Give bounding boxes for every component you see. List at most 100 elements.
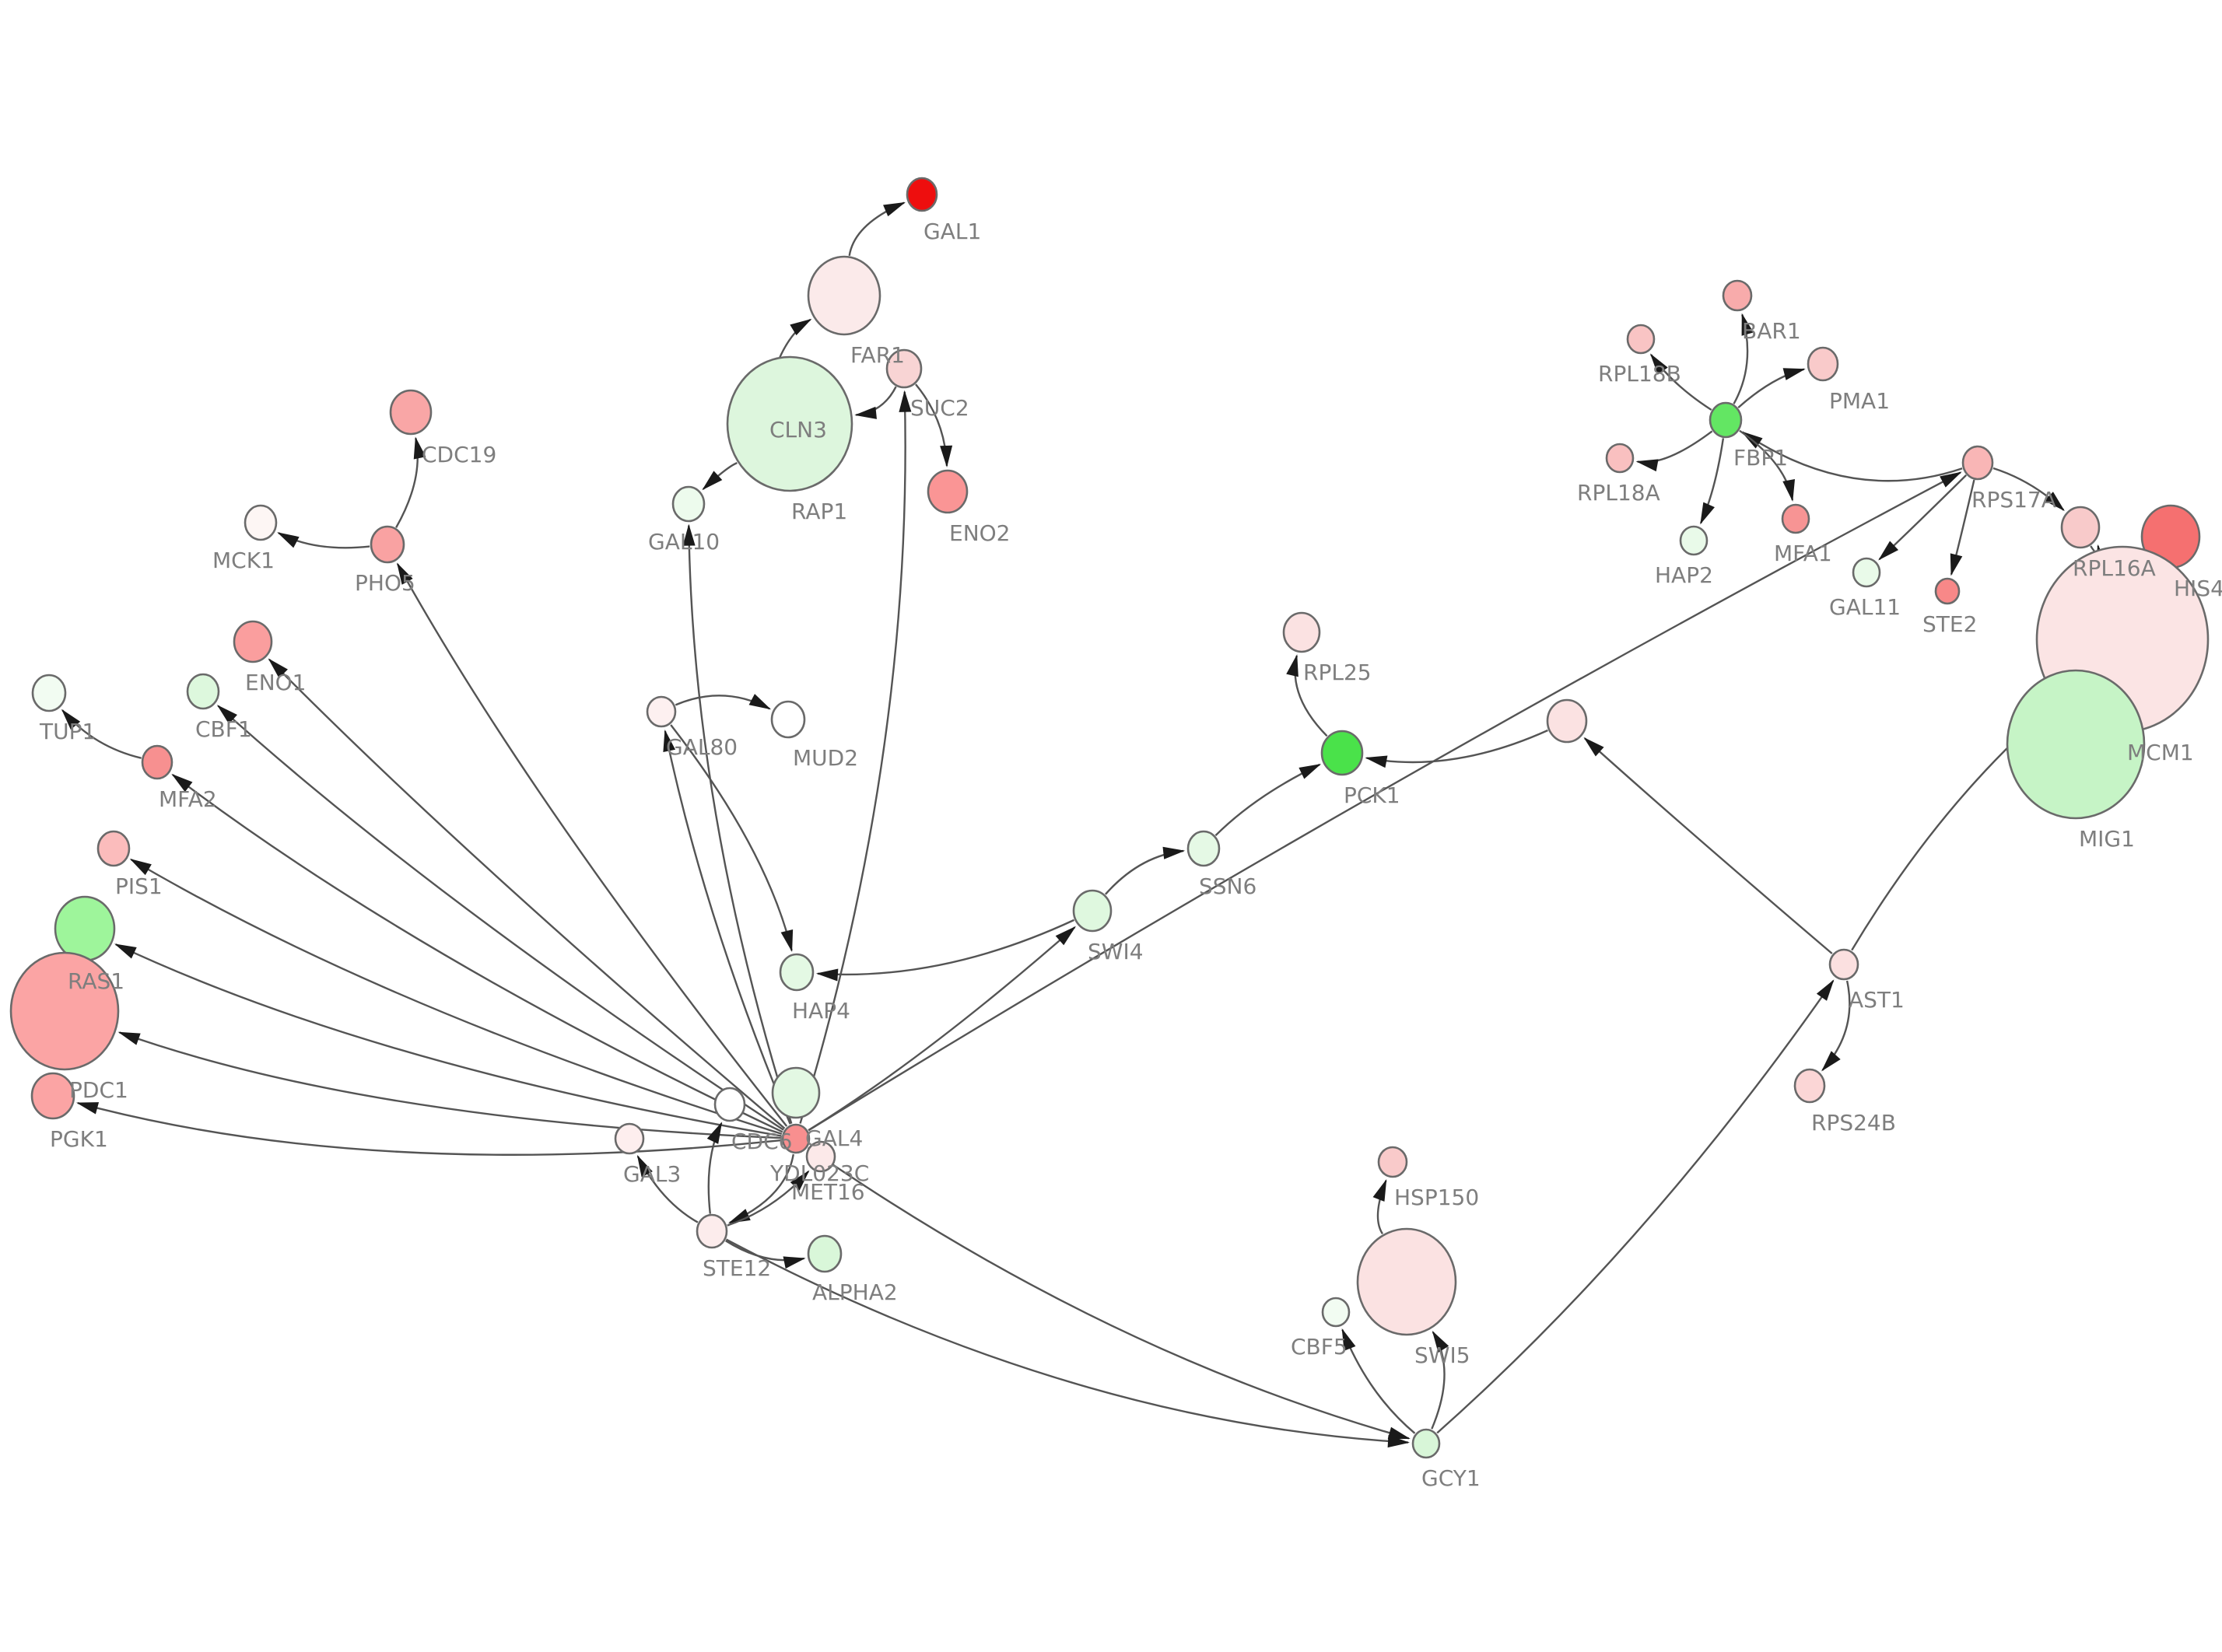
node-RPS24B[interactable] [1793, 1068, 1826, 1104]
node-ENO1[interactable] [233, 620, 273, 663]
node-PHO5[interactable] [370, 525, 405, 564]
node-FBP1[interactable] [1709, 401, 1743, 439]
label-MFA1: MFA1 [1774, 541, 1832, 566]
label-MIG1: MIG1 [2079, 826, 2135, 852]
node-BAR1[interactable] [1722, 279, 1753, 312]
node-TUP1[interactable] [31, 674, 67, 712]
edge-YDL023C-STE12 [727, 1153, 794, 1224]
node-RPS17A[interactable] [1961, 445, 1994, 481]
label-GAL80: GAL80 [666, 734, 738, 760]
label-CDC19: CDC19 [422, 442, 496, 467]
edge-FBP1-PMA1 [1737, 368, 1806, 408]
node-RAP1[interactable] [726, 355, 853, 492]
edge-SWI4-HAP4 [815, 919, 1075, 982]
node-MUD2[interactable] [770, 700, 806, 739]
label-SWI5: SWI5 [1414, 1342, 1470, 1368]
label-CBF5: CBF5 [1291, 1334, 1348, 1360]
edge-YDL023C-GAL80 [663, 729, 791, 1125]
label-GAL10: GAL10 [648, 529, 720, 555]
node-MCK1[interactable] [244, 504, 278, 541]
label-HIS4: HIS4 [2174, 576, 2222, 601]
node-RAS1[interactable] [54, 895, 116, 962]
edge-AST1-NODE_UNLABELED [1583, 737, 1833, 954]
edge-YDL023C-GAL10 [682, 523, 793, 1124]
node-unlabeled[interactable] [1546, 698, 1588, 744]
edge-GCY1-SWI5 [1431, 1330, 1449, 1430]
node-ENO2[interactable] [927, 469, 969, 514]
node-SWI4[interactable] [1072, 889, 1113, 933]
edge-RPS17A-RPL16A [1992, 467, 2065, 512]
edge-SUC2-RAP1 [854, 386, 897, 419]
node-AST1[interactable] [1828, 948, 1859, 981]
label-FBP1: FBP1 [1733, 445, 1788, 471]
node-CBF5[interactable] [1321, 1297, 1351, 1328]
node-GAL11[interactable] [1852, 557, 1881, 588]
label-HAP4: HAP4 [792, 998, 850, 1024]
node-RPL18B[interactable] [1626, 324, 1656, 355]
label-PHO5: PHO5 [355, 570, 415, 596]
label-SWI4: SWI4 [1088, 939, 1144, 964]
edge-STE12-CDC6 [706, 1122, 723, 1214]
edge-YDL023C-MFA2 [171, 773, 783, 1133]
node-PGK1[interactable] [30, 1072, 75, 1120]
edge-SUC2-ENO2 [915, 383, 953, 467]
edge-YDL023C-CBF1 [216, 705, 784, 1131]
node-GAL10[interactable] [671, 485, 706, 523]
edge-YDL023C-SWI4 [808, 926, 1077, 1132]
edge-NODE_UNLABELED-PCK1 [1365, 729, 1548, 768]
node-YDL023C[interactable] [781, 1123, 811, 1154]
node-GAL4[interactable] [771, 1066, 821, 1119]
edge-STE12-GAL3 [636, 1154, 699, 1223]
node-PIS1[interactable] [96, 830, 131, 867]
node-GAL1[interactable] [906, 177, 938, 212]
node-MIG1[interactable] [2006, 669, 2146, 820]
node-layer [9, 177, 2210, 1459]
node-GCY1[interactable] [1411, 1428, 1441, 1459]
edge-RPS17A-FBP1 [1740, 431, 1963, 482]
label-RAS1: RAS1 [68, 968, 124, 994]
edge-YDL023C-PHO5 [396, 562, 788, 1127]
node-HAP2[interactable] [1679, 525, 1709, 556]
label-MCK1: MCK1 [212, 548, 275, 573]
edge-RPS17A-STE2 [1950, 479, 1975, 576]
label-GAL4: GAL4 [805, 1125, 863, 1151]
label-RAP1: RAP1 [791, 499, 847, 524]
node-PDC1[interactable] [9, 951, 120, 1071]
node-RPL18A[interactable] [1605, 443, 1635, 474]
node-SWI5[interactable] [1356, 1227, 1457, 1336]
node-MFA2[interactable] [141, 744, 173, 780]
label-RPL16A: RPL16A [2073, 555, 2156, 581]
edge-SSN6-PCK1 [1214, 763, 1322, 837]
node-STE12[interactable] [696, 1213, 728, 1249]
label-MET16: MET16 [791, 1179, 865, 1205]
edge-YDL023C-RPS17A [808, 471, 1962, 1132]
node-GAL3[interactable] [614, 1122, 645, 1155]
node-SUC2[interactable] [885, 348, 923, 389]
node-ALPHA2[interactable] [807, 1234, 843, 1273]
node-CDC6[interactable] [713, 1087, 746, 1122]
node-CDC19[interactable] [389, 389, 433, 436]
node-HAP4[interactable] [779, 953, 815, 992]
node-MET16[interactable] [805, 1140, 836, 1173]
label-layer: GAL1 FAR1 SUC2 CLN3 RAP1 GAL10 ENO2 CDC19 MCK1 PH… [39, 219, 2222, 1491]
edge-YDL023C-GCY1 [807, 1146, 1411, 1440]
node-PCK1[interactable] [1320, 730, 1364, 776]
label-BAR1: BAR1 [1742, 318, 1801, 344]
label-ALPHA2: ALPHA2 [812, 1279, 898, 1305]
node-PMA1[interactable] [1807, 346, 1839, 382]
node-CBF1[interactable] [186, 673, 220, 710]
node-FAR1[interactable] [807, 255, 881, 336]
node-RPL25[interactable] [1282, 611, 1321, 653]
node-RPL16A[interactable] [2060, 506, 2101, 549]
node-STE2[interactable] [1934, 577, 1961, 605]
edge-SWI4-SSN6 [1105, 846, 1186, 895]
label-PMA1: PMA1 [1829, 388, 1890, 414]
edge-YDL023C-PIS1 [129, 858, 783, 1136]
edge-AST1-RPS24B [1821, 980, 1851, 1072]
node-HSP150[interactable] [1377, 1146, 1408, 1178]
node-SSN6[interactable] [1186, 830, 1221, 867]
label-RPL25: RPL25 [1303, 660, 1372, 685]
node-GAL80[interactable] [646, 695, 677, 728]
node-MFA1[interactable] [1781, 503, 1810, 534]
